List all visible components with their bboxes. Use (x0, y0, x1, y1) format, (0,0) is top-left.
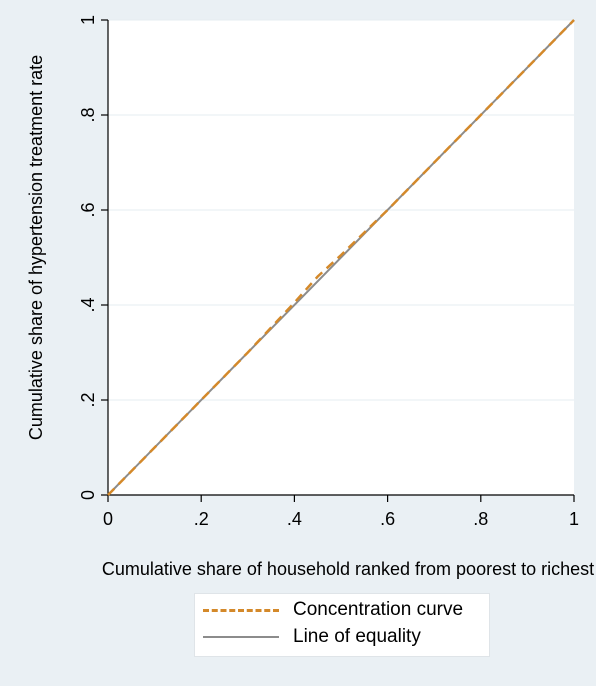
x-tick-label: .4 (287, 509, 302, 529)
x-tick-label: 0 (103, 509, 113, 529)
legend-item-concentration: Concentration curve (203, 598, 463, 622)
y-tick-label: .6 (78, 202, 98, 217)
legend: Concentration curve Line of equality (194, 593, 490, 657)
y-tick-label: .8 (78, 107, 98, 122)
x-axis-title: Cumulative share of household ranked fro… (102, 559, 594, 579)
y-tick-label: 0 (78, 490, 98, 500)
legend-label-concentration: Concentration curve (293, 599, 464, 620)
legend-swatch-concentration (203, 608, 279, 612)
y-tick-label: .4 (78, 297, 98, 312)
legend-label-equality: Line of equality (293, 626, 421, 647)
x-tick-label: .8 (473, 509, 488, 529)
y-axis-title: Cumulative share of hypertension treatme… (26, 55, 46, 440)
legend-swatch-equality (203, 636, 279, 638)
x-tick-label: .2 (194, 509, 209, 529)
y-tick-label: 1 (78, 15, 98, 25)
concentration-chart: 0 .2 .4 .6 .8 1 0 .2 .4 .6 .8 1 Cumulative share of … (26, 15, 594, 579)
legend-item-equality: Line of equality (203, 625, 421, 649)
y-tick-label: .2 (78, 392, 98, 407)
x-tick-label: 1 (569, 509, 579, 529)
series-concentration-curve (107, 19, 575, 496)
x-tick-label: .6 (380, 509, 395, 529)
